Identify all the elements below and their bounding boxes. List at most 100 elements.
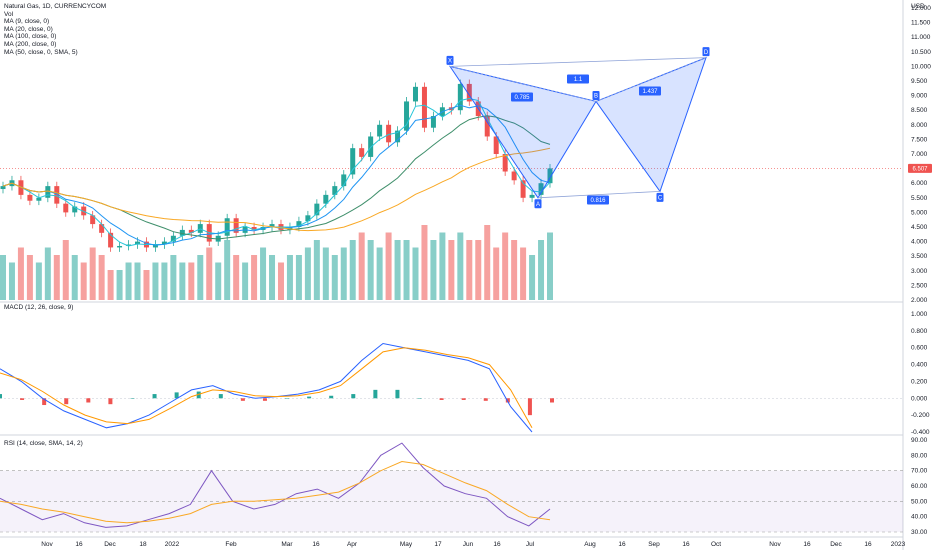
- volume-bar: [394, 240, 401, 300]
- volume-bar: [421, 225, 428, 300]
- candle-body: [99, 224, 105, 233]
- pattern-point-label: B: [594, 94, 598, 100]
- time-tick-label: Oct: [711, 541, 721, 548]
- volume-bar: [242, 262, 249, 300]
- candle-body: [350, 148, 356, 175]
- macd-line: [0, 342, 533, 433]
- price-tick-label: 11.500: [911, 20, 931, 27]
- candle-body: [305, 215, 311, 222]
- legend-vol: Vol: [4, 10, 14, 18]
- volume-bar: [313, 240, 320, 300]
- volume-bar: [448, 240, 455, 300]
- time-tick-label: 16: [493, 541, 501, 548]
- price-tick-label: 8.000: [911, 122, 928, 129]
- candle-body: [314, 203, 320, 216]
- legend-ma9: MA (9, close, 0): [4, 18, 50, 26]
- volume-bar: [161, 262, 168, 300]
- macd-histogram-bar: [240, 398, 245, 401]
- candle-body: [27, 194, 33, 201]
- volume-bar: [457, 232, 464, 300]
- candle-body: [359, 148, 365, 157]
- candle-body: [511, 171, 517, 181]
- candle-body: [493, 136, 499, 154]
- volume-bar: [331, 255, 338, 300]
- pattern-xb-line: [449, 66, 597, 102]
- volume-bar: [116, 270, 123, 300]
- candle-body: [538, 183, 544, 195]
- time-tick-label: May: [400, 541, 413, 548]
- time-tick-label: Dec: [830, 541, 842, 548]
- volume-bar: [98, 255, 105, 300]
- rsi-tick-label: 80.00: [911, 452, 928, 459]
- pattern-ac-line: [537, 190, 661, 199]
- legend-ma20: MA (20, close, 0): [4, 25, 53, 33]
- volume-bar: [206, 247, 213, 300]
- volume-bar: [511, 240, 518, 300]
- volume-bar: [547, 232, 553, 300]
- volume-bar: [430, 240, 437, 300]
- time-tick-label: Jun: [463, 541, 474, 548]
- macd-histogram-bar: [0, 394, 2, 399]
- price-tick-label: 4.000: [911, 239, 928, 246]
- volume-bar: [367, 240, 374, 300]
- price-tick-label: 2.000: [911, 297, 928, 304]
- candle-body: [0, 186, 6, 190]
- candle-body: [332, 186, 338, 195]
- candle-body: [161, 241, 167, 245]
- candle-body: [117, 245, 123, 248]
- macd-histogram-bar: [20, 398, 25, 400]
- pattern-point-label: C: [658, 196, 663, 202]
- candle-body: [395, 130, 401, 143]
- macd-tick-label: 0.800: [911, 328, 928, 335]
- price-tick-label: 12.000: [911, 5, 931, 12]
- time-tick-label: Apr: [347, 541, 358, 548]
- price-tick-label: 7.000: [911, 151, 928, 158]
- candle-body: [126, 244, 132, 246]
- candle-body: [108, 232, 114, 248]
- volume-bar: [44, 247, 51, 300]
- macd-histogram-bar: [64, 398, 69, 405]
- candle-body: [269, 224, 275, 227]
- time-tick-label: Aug: [584, 541, 596, 548]
- time-tick-label: Nov: [41, 541, 53, 548]
- candle-body: [54, 186, 60, 204]
- candle-body: [251, 227, 257, 230]
- candle-body: [90, 215, 96, 225]
- pattern-ratio-label: 0.785: [514, 95, 530, 101]
- price-tick-label: 3.000: [911, 268, 928, 275]
- volume-bar: [170, 255, 177, 300]
- candle-body: [233, 218, 239, 233]
- macd-histogram-bar: [152, 394, 157, 399]
- currency-label: USD: [911, 3, 925, 10]
- time-tick-label: Mar: [281, 541, 293, 548]
- candle-body: [45, 186, 51, 198]
- price-tick-label: 5.500: [911, 195, 928, 202]
- candle-body: [135, 241, 141, 245]
- legend-ma200: MA (200, close, 0): [4, 40, 57, 48]
- candle-body: [386, 124, 392, 143]
- volume-bar: [466, 240, 473, 300]
- time-tick-label: Jul: [526, 541, 535, 548]
- macd-histogram-bar: [439, 398, 444, 400]
- pattern-ratio-box: [567, 74, 589, 84]
- time-tick-label: Nov: [769, 541, 781, 548]
- ma100-line: [2, 147, 551, 232]
- volume-bar: [197, 255, 204, 300]
- rsi-tick-label: 90.00: [911, 437, 928, 444]
- time-tick-label: 2022: [165, 541, 180, 548]
- pattern-point-box: [702, 47, 710, 57]
- candle-body: [377, 124, 383, 137]
- pattern-ratio-box: [511, 92, 533, 102]
- pattern-xd-line: [449, 57, 707, 67]
- macd-histogram-bar: [461, 398, 466, 400]
- price-tick-label: 10.500: [911, 49, 931, 56]
- macd-histogram-bar: [196, 391, 201, 399]
- volume-bar: [322, 247, 329, 300]
- time-tick-label: Dec: [104, 541, 116, 548]
- time-tick-label: 16: [312, 541, 320, 548]
- pattern-bcd-triangle: [595, 56, 707, 193]
- ma50-line: [2, 115, 551, 240]
- macd-histogram-bar: [417, 398, 422, 399]
- volume-bar: [538, 240, 545, 300]
